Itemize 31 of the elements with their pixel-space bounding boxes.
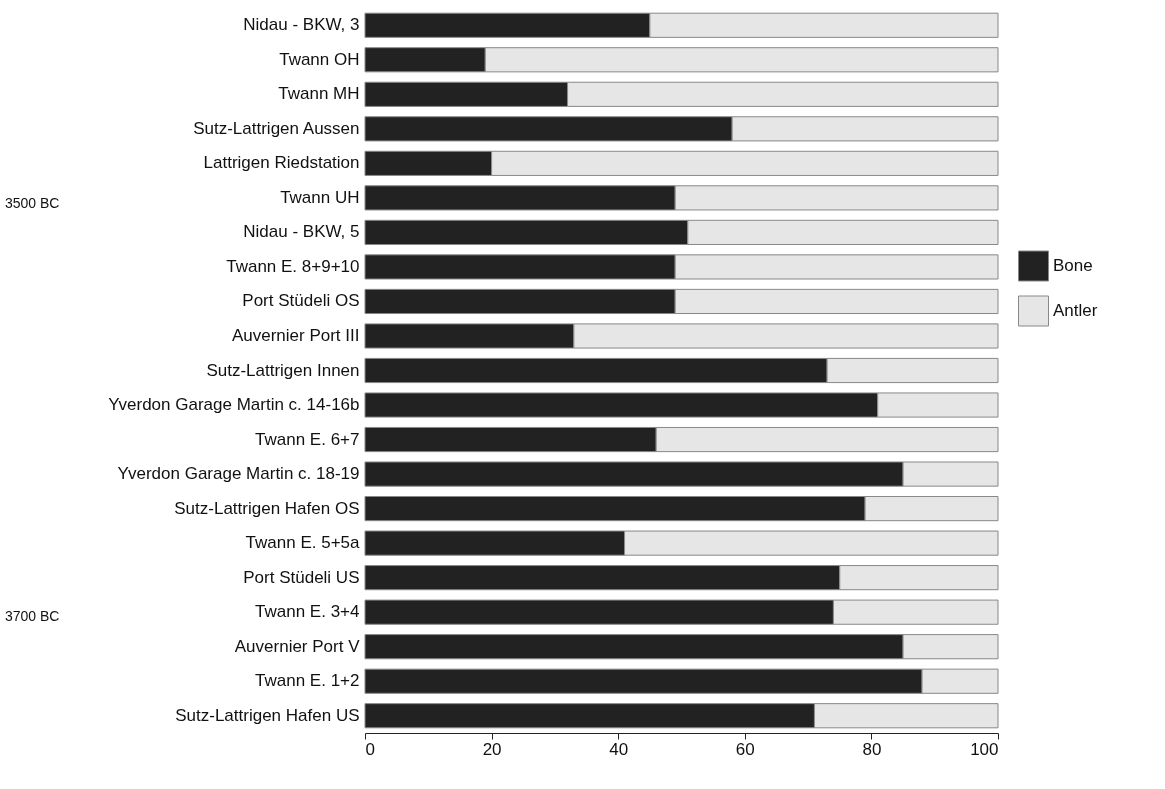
x-tick-label: 0 (365, 739, 375, 759)
y-tick-label: Yverdon Garage Martin c. 18-19 (117, 464, 360, 484)
y-tick-label: Twann E. 6+7 (255, 429, 360, 449)
y-tick-label: Sutz-Lattrigen Aussen (193, 118, 360, 138)
y-tick-label: Auvernier Port V (234, 636, 361, 656)
y-tick-label: Sutz-Lattrigen Hafen OS (174, 498, 360, 518)
y-tick-label: Twann UH (280, 187, 360, 207)
y-tick-label: Port Stüdeli US (243, 567, 360, 587)
y-tick-label: Twann E. 1+2 (255, 671, 360, 691)
y-tick-label: Lattrigen Riedstation (203, 153, 360, 173)
y-tick-label: Port Stüdeli OS (242, 291, 360, 311)
y-tick-label: Twann MH (278, 84, 360, 104)
y-tick-label: Auvernier Port III (231, 325, 360, 345)
legend-label: Antler (1053, 301, 1098, 320)
y-tick-label: Twann E. 8+9+10 (226, 256, 360, 276)
y-tick-label: Sutz-Lattrigen Hafen US (175, 705, 360, 725)
x-tick-label: 40 (609, 739, 629, 759)
y-tick-label: Nidau - BKW, 3 (243, 15, 360, 35)
y-tick-label: Twann OH (279, 49, 360, 69)
text: 3500 BC (5, 194, 60, 211)
x-tick-label: 80 (862, 739, 882, 759)
y-tick-label: Yverdon Garage Martin c. 14-16b (108, 395, 360, 415)
x-tick-label: 60 (735, 739, 755, 759)
x-tick-label: 100 (970, 739, 999, 759)
legend-label: Bone (1053, 256, 1093, 275)
x-tick-label: 20 (482, 739, 502, 759)
y-tick-label: Twann E. 5+5a (245, 533, 361, 553)
text: 3700 BC (5, 608, 60, 624)
y-tick-label: Twann E. 3+4 (255, 602, 360, 622)
y-tick-label: Nidau - BKW, 5 (243, 222, 360, 242)
y-tick-label: Sutz-Lattrigen Innen (206, 360, 360, 380)
